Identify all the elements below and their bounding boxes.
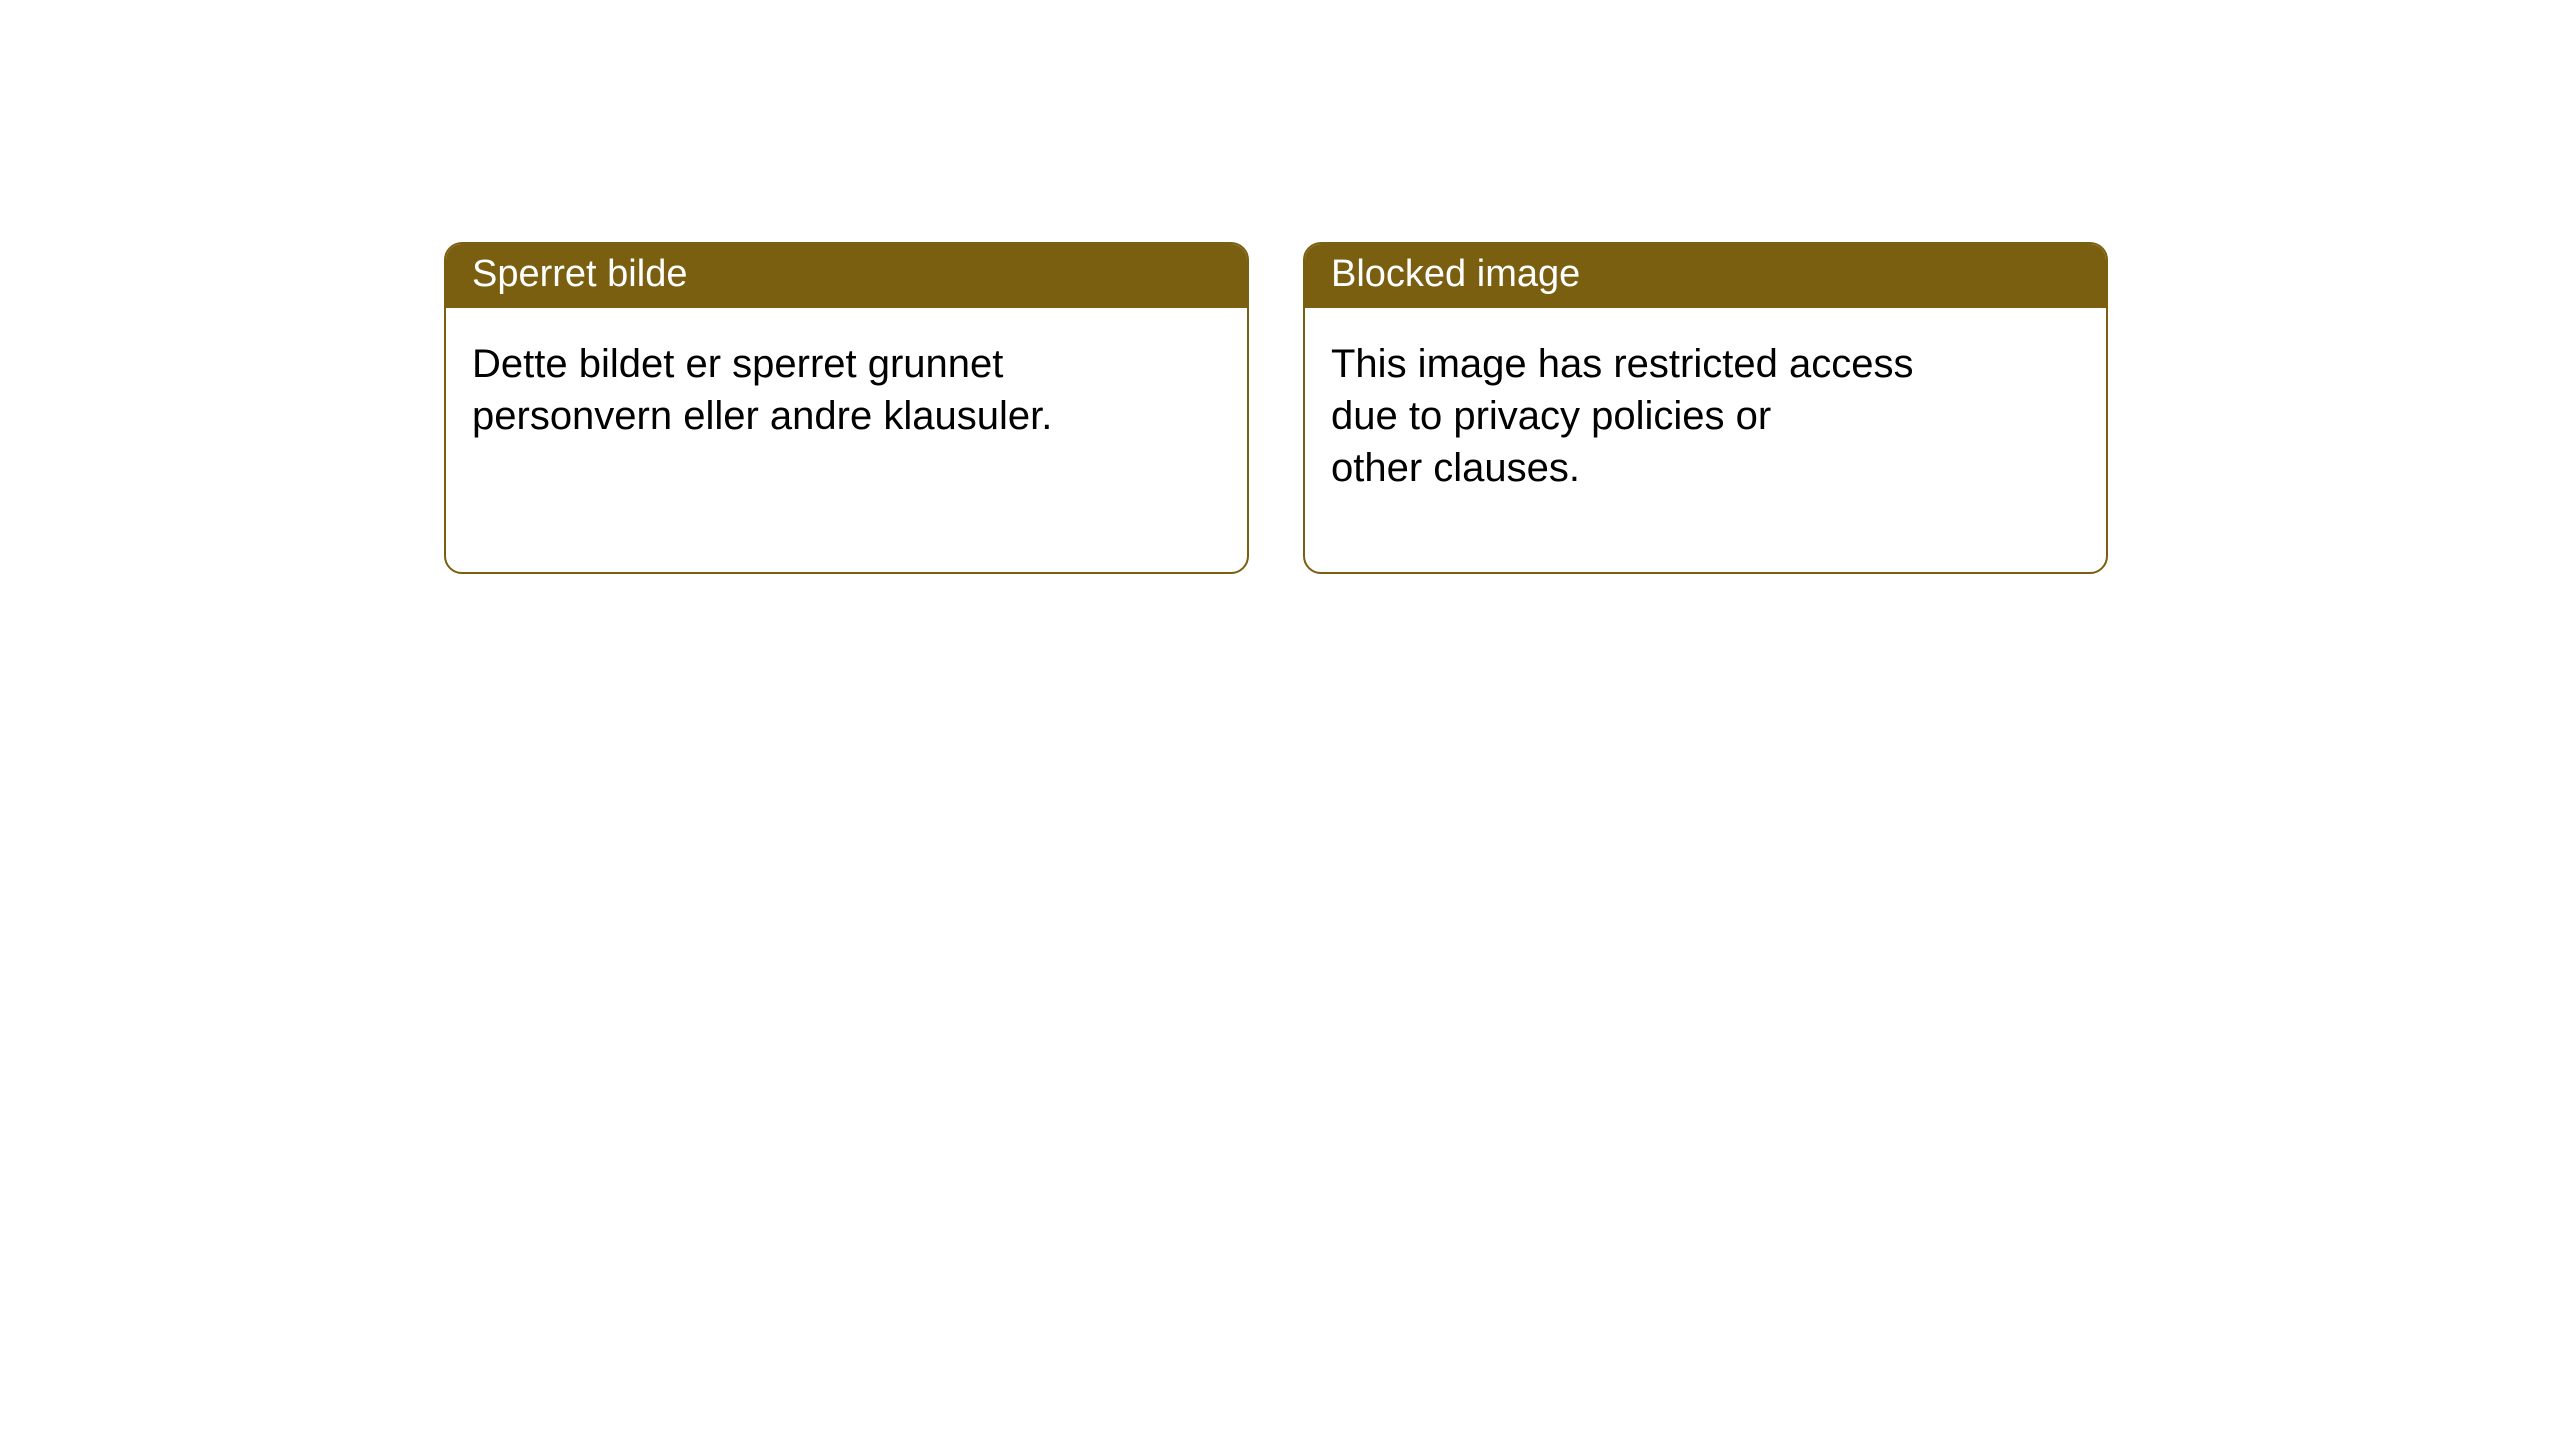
card-title-no: Sperret bilde [446, 244, 1247, 308]
card-body-no: Dette bildet er sperret grunnet personve… [446, 308, 1126, 442]
blocked-image-card-en: Blocked image This image has restricted … [1303, 242, 2108, 574]
notice-container: Sperret bilde Dette bildet er sperret gr… [0, 0, 2560, 574]
card-body-en: This image has restricted access due to … [1305, 308, 1985, 494]
card-title-en: Blocked image [1305, 244, 2106, 308]
blocked-image-card-no: Sperret bilde Dette bildet er sperret gr… [444, 242, 1249, 574]
